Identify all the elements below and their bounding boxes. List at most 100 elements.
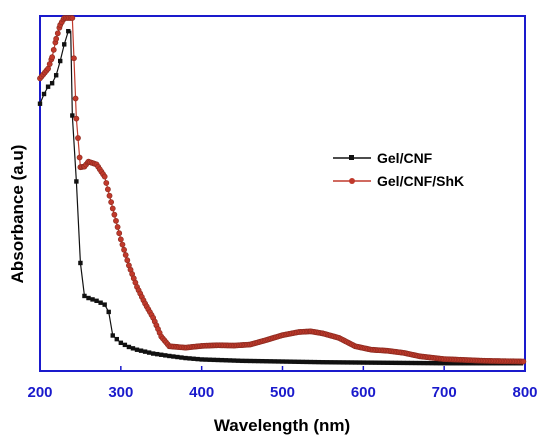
data-point <box>280 359 285 364</box>
data-point <box>86 295 91 301</box>
data-point <box>433 360 439 366</box>
data-point <box>353 360 358 365</box>
data-point <box>82 293 87 299</box>
data-point <box>409 360 415 366</box>
x-tick-label-200: 200 <box>27 384 52 401</box>
legend-marker-gel-cnf-shk <box>349 178 355 184</box>
data-point <box>288 359 293 364</box>
data-point <box>41 91 47 97</box>
data-point <box>272 359 277 364</box>
x-axis-ticks: 200 300 400 500 600 700 800 <box>27 366 538 401</box>
data-point <box>37 101 43 106</box>
data-point <box>130 346 136 351</box>
data-point <box>195 356 200 362</box>
data-point <box>349 360 354 365</box>
data-point <box>441 361 447 366</box>
data-point <box>247 358 253 364</box>
data-point <box>142 349 148 354</box>
data-point <box>76 154 83 161</box>
data-point <box>58 58 63 64</box>
data-point <box>53 35 60 42</box>
data-point <box>49 81 55 86</box>
data-point <box>150 351 156 356</box>
data-point <box>191 356 196 361</box>
x-axis-title: Wavelength (nm) <box>214 416 350 435</box>
x-tick-label-600: 600 <box>351 384 376 401</box>
data-point <box>45 84 51 89</box>
data-point <box>118 340 124 345</box>
data-point <box>94 298 99 304</box>
data-point <box>72 95 79 102</box>
data-point <box>357 360 362 365</box>
data-point <box>373 360 378 365</box>
data-point <box>470 361 475 366</box>
data-point <box>171 354 176 359</box>
data-point <box>252 358 257 364</box>
data-point <box>437 361 443 366</box>
data-point <box>340 360 346 365</box>
data-point <box>264 359 269 364</box>
data-point <box>71 55 77 62</box>
data-point <box>292 359 297 364</box>
data-point <box>78 260 83 266</box>
data-point <box>187 356 192 361</box>
x-tick-label-500: 500 <box>270 384 295 401</box>
data-point <box>308 359 313 365</box>
data-point <box>421 360 427 366</box>
legend: Gel/CNF Gel/CNF/ShK <box>333 150 464 189</box>
data-point <box>227 358 233 363</box>
data-point <box>344 360 350 365</box>
data-point <box>365 360 370 365</box>
data-point <box>324 360 330 365</box>
data-point <box>405 360 410 366</box>
data-point <box>417 360 423 366</box>
data-point <box>211 357 216 363</box>
data-point <box>138 348 144 353</box>
data-point <box>231 358 237 363</box>
data-point <box>175 354 180 360</box>
data-point <box>215 357 221 363</box>
data-point <box>458 361 463 366</box>
data-point <box>102 302 107 307</box>
data-point <box>54 30 61 37</box>
data-point <box>454 361 459 366</box>
series-layer <box>37 15 527 366</box>
data-point <box>62 42 67 47</box>
data-point <box>393 360 398 366</box>
data-point <box>108 199 115 206</box>
data-point <box>207 357 212 362</box>
x-tick-label-400: 400 <box>189 384 214 401</box>
data-point <box>126 344 132 350</box>
legend-label-gel-cnf-shk: Gel/CNF/ShK <box>377 173 464 189</box>
data-point <box>122 342 128 348</box>
data-point <box>377 360 382 365</box>
data-point <box>110 333 115 338</box>
data-point <box>124 257 131 264</box>
data-point <box>66 28 71 34</box>
data-point <box>121 246 127 253</box>
data-point <box>520 358 527 365</box>
data-point <box>300 359 305 365</box>
data-point <box>381 360 386 365</box>
y-axis-title: Absorbance (a.u) <box>8 145 27 284</box>
series-line-0 <box>39 30 525 364</box>
data-point <box>159 352 164 357</box>
data-point <box>134 347 140 352</box>
data-point <box>320 360 326 365</box>
data-point <box>103 180 110 186</box>
data-point <box>73 115 80 122</box>
data-point <box>163 353 168 358</box>
data-point <box>114 224 121 230</box>
data-point <box>50 46 57 53</box>
data-point <box>243 358 249 364</box>
data-point <box>328 360 334 365</box>
x-tick-label-300: 300 <box>108 384 133 401</box>
data-point <box>389 360 394 366</box>
data-point <box>268 359 273 364</box>
data-point <box>397 360 402 366</box>
legend-label-gel-cnf: Gel/CNF <box>377 150 433 166</box>
data-point <box>235 358 241 363</box>
data-point <box>466 361 471 366</box>
data-point <box>106 192 113 199</box>
data-point <box>167 353 172 359</box>
